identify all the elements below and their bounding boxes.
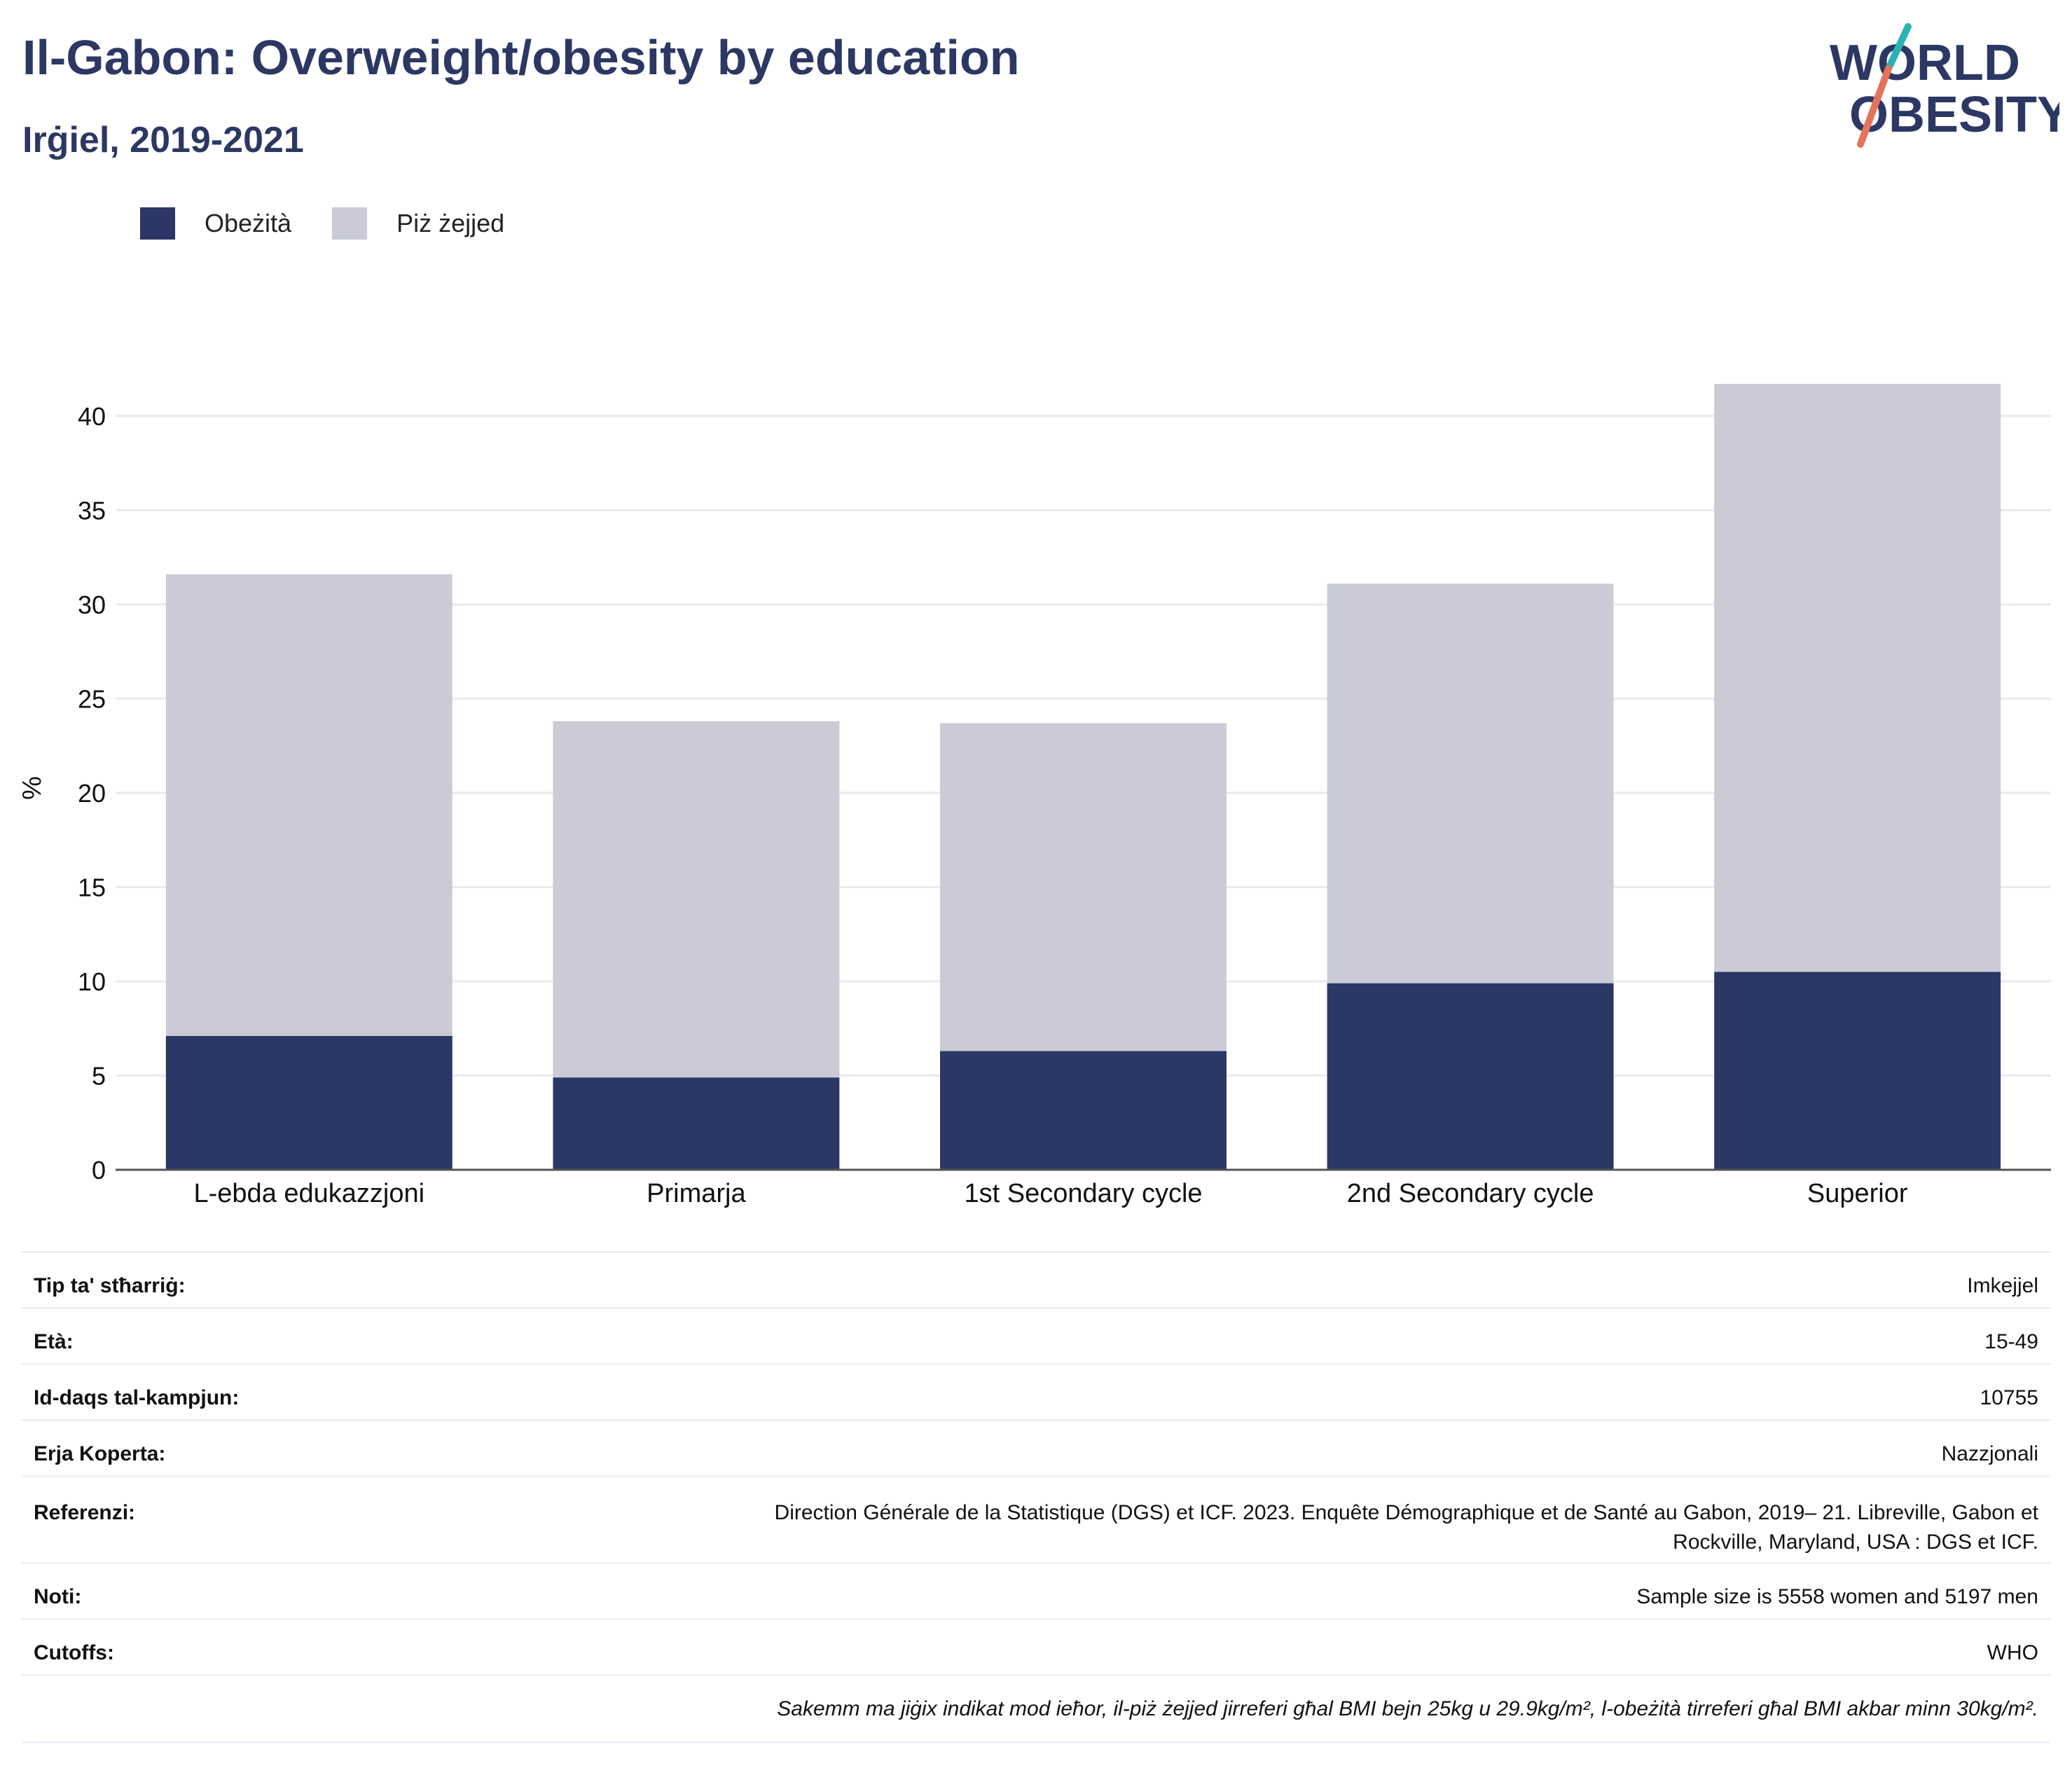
reference-line-2: Rockville, Maryland, USA : DGS et ICF.	[1673, 1531, 2038, 1554]
x-tick-label: Superior	[1807, 1179, 1908, 1208]
legend-label-obesity: Obeżità	[205, 209, 292, 237]
y-tick-label: 25	[78, 684, 106, 713]
y-tick-label: 40	[78, 402, 106, 431]
y-tick-label: 20	[78, 779, 106, 808]
chart-bars	[165, 384, 2001, 1170]
y-tick-label: 15	[78, 873, 106, 902]
bar-overweight[interactable]	[553, 721, 840, 1078]
logo-slash-coral	[1857, 65, 1892, 148]
info-key: Noti:	[21, 1562, 329, 1619]
info-row-references: Referenzi: Direction Générale de la Stat…	[21, 1475, 2051, 1563]
legend-swatch-obesity	[140, 207, 175, 240]
info-row-sample-size: Id-daqs tal-kampjun: 10755	[21, 1363, 2051, 1421]
y-tick-label: 5	[92, 1061, 106, 1090]
logo-slash-teal	[1885, 23, 1912, 72]
legend-swatch-overweight	[332, 207, 368, 240]
info-key: Età:	[21, 1307, 329, 1365]
info-row-area-covered: Erja Koperta: Nazzjonali	[21, 1419, 2051, 1477]
bar-obesity[interactable]	[1327, 983, 1614, 1170]
info-key: Tip ta' stħarriġ:	[21, 1251, 329, 1308]
y-tick-label: 0	[92, 1156, 106, 1184]
info-key: Erja Koperta:	[21, 1419, 329, 1477]
y-tick-label: 35	[78, 496, 106, 525]
info-key: Id-daqs tal-kampjun:	[21, 1363, 329, 1421]
info-key: Cutoffs:	[21, 1618, 329, 1676]
info-footnote-row: Sakemm ma jiġix indikat mod ieħor, il-pi…	[21, 1674, 2051, 1743]
bar-obesity[interactable]	[1714, 972, 2001, 1170]
chart-legend: Obeżità Piż żejjed	[140, 207, 545, 240]
info-value: WHO	[329, 1618, 2051, 1676]
info-table: Tip ta' stħarriġ: Imkejjel Età: 15-49 Id…	[21, 1251, 2051, 1743]
x-tick-label: 1st Secondary cycle	[964, 1179, 1202, 1208]
x-tick-label: Primarja	[647, 1179, 746, 1208]
info-key: Referenzi:	[21, 1475, 329, 1563]
y-tick-label: 30	[78, 590, 106, 619]
logo-line2: OBESITY	[1849, 87, 2059, 143]
bar-overweight[interactable]	[1714, 384, 2001, 972]
logo-line1: WORLD	[1830, 35, 2020, 91]
info-value: 10755	[329, 1363, 2051, 1421]
world-obesity-logo: WORLD OBESITY	[1830, 23, 2059, 148]
legend-item-overweight[interactable]: Piż żejjed	[332, 207, 504, 240]
info-row-notes: Noti: Sample size is 5558 women and 5197…	[21, 1562, 2051, 1619]
bar-obesity[interactable]	[553, 1077, 840, 1170]
info-value: Imkejjel	[329, 1251, 2051, 1308]
info-row-cutoffs: Cutoffs: WHO	[21, 1618, 2051, 1676]
legend-item-obesity[interactable]: Obeżità	[140, 207, 291, 240]
bar-obesity[interactable]	[940, 1051, 1227, 1170]
x-tick-label: L-ebda edukazzjoni	[194, 1179, 425, 1208]
y-axis-ticks: 0 5 10 15 20 25 30 35 40	[78, 402, 106, 1184]
info-row-survey-type: Tip ta' stħarriġ: Imkejjel	[21, 1251, 2051, 1308]
bar-overweight[interactable]	[1327, 583, 1614, 983]
footnote: Sakemm ma jiġix indikat mod ieħor, il-pi…	[21, 1674, 2051, 1743]
info-value: 15-49	[329, 1307, 2051, 1365]
reference-line-1: Direction Générale de la Statistique (DG…	[774, 1501, 2038, 1524]
bar-overweight[interactable]	[165, 574, 453, 1036]
x-axis-ticks: L-ebda edukazzjoni Primarja 1st Secondary …	[194, 1179, 1908, 1208]
bar-obesity[interactable]	[165, 1035, 453, 1170]
chart-subtitle: Irġiel, 2019-2021	[22, 120, 304, 160]
info-value: Sample size is 5558 women and 5197 men	[329, 1562, 2051, 1619]
y-axis-label: %	[18, 776, 47, 800]
bar-overweight[interactable]	[940, 723, 1227, 1051]
info-value: Nazzjonali	[329, 1419, 2051, 1477]
x-tick-label: 2nd Secondary cycle	[1347, 1179, 1594, 1208]
bar-chart: 0 5 10 15 20 25 30 35 40 L-ebda edukazzjoni Prima…	[18, 384, 2051, 1208]
chart-title: Il-Gabon: Overweight/obesity by educatio…	[22, 30, 1020, 85]
info-value: Direction Générale de la Statistique (DG…	[329, 1475, 2051, 1563]
y-tick-label: 10	[78, 967, 106, 996]
legend-label-overweight: Piż żejjed	[396, 209, 505, 237]
info-row-age: Età: 15-49	[21, 1307, 2051, 1365]
